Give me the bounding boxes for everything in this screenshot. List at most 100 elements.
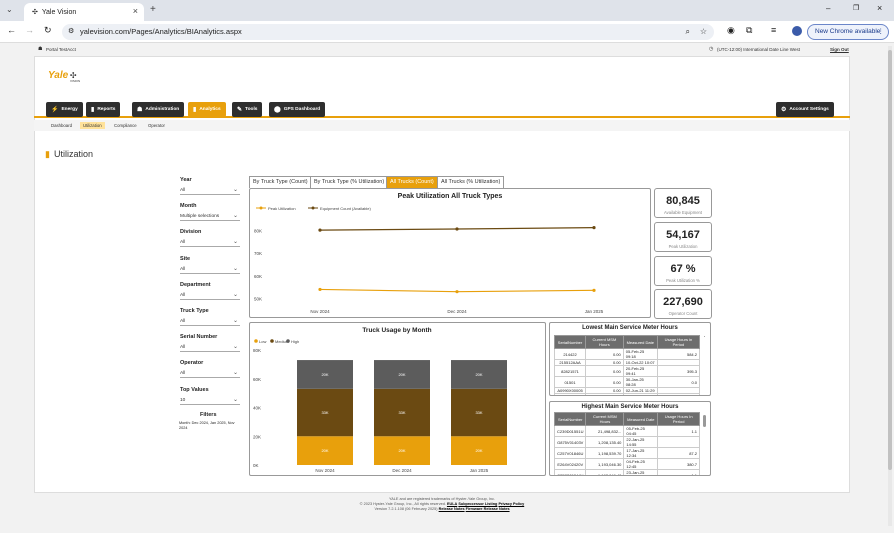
table-cell: C257V01846U [553, 447, 587, 459]
nav-gps-dashboard[interactable]: ⬤ GPS Dashboard [269, 102, 326, 117]
filter-label: Truck Type [180, 308, 209, 314]
chevron-down-icon: ⌄ [232, 396, 238, 403]
tab-list-icon[interactable]: ⌄ [6, 5, 13, 14]
forward-icon[interactable]: → [25, 25, 34, 35]
scroll-handle[interactable]: ⬝ [703, 333, 705, 338]
subprocessor-link[interactable]: Subprocessor Listing [458, 502, 498, 506]
table-row[interactable]: A099V01507U0.0005-Feb-25 09:000.0 [553, 393, 701, 395]
browser-tab-bar: ⌄ ✣ Yale Vision × + – ❐ × [0, 0, 894, 21]
top-strip: ☗ Portal TestAcct ◷ (UTC-12:00) Internat… [34, 46, 850, 55]
kpi-peak-utilization-pct: 67 % Peak Utilization % [654, 256, 712, 286]
back-icon[interactable]: ← [7, 25, 16, 35]
legend-label: Low [259, 339, 266, 344]
table-row[interactable]: E264V02420V 1,193,046.30 04-Feb-25 12:45 38… [553, 458, 700, 470]
page-scrollbar[interactable] [888, 46, 892, 526]
table-cell: E264V02420V [553, 458, 587, 470]
subnav-compliance[interactable]: Compliance [114, 123, 137, 128]
subnav-operator[interactable]: Operator [148, 123, 165, 128]
table-row[interactable]: C239D01551U 21,498,832... 05-Feb-25 04:45 1… [553, 425, 700, 437]
tab-by-truck-type-count[interactable]: By Truck Type (Count) [249, 176, 312, 188]
extension-icon-1[interactable]: ◉ [727, 25, 735, 35]
site-settings-icon[interactable]: ⚙ [68, 28, 75, 35]
filter-dropdown[interactable]: 10 ⌄ [180, 397, 240, 405]
release-notes-link[interactable]: Release Notes [438, 507, 465, 511]
column-header[interactable]: Current MSM Hours [585, 335, 624, 349]
x-tick-label: Dec 2024 [392, 468, 412, 473]
table-cell: 1,193,046.40 [585, 469, 625, 475]
privacy-link[interactable]: Privacy Policy [498, 502, 525, 506]
filter-label: Operator [180, 360, 204, 367]
extensions-puzzle-icon[interactable]: ⧉ [746, 25, 753, 35]
account-settings-button[interactable]: ⚙ Account Settings [776, 102, 834, 117]
url-input[interactable]: ⚙ yalevision.com/Pages/Analytics/BIAnaly… [62, 24, 714, 40]
filter-dropdown[interactable]: All ⌄ [180, 266, 240, 274]
media-icon[interactable]: ≡ [771, 25, 777, 35]
chevron-down-icon: ⌄ [232, 187, 238, 193]
close-window-icon[interactable]: × [877, 3, 883, 13]
reload-icon[interactable]: ↻ [44, 25, 52, 35]
filter-label: Month [180, 203, 197, 210]
kpi-caption: Peak Utilization % [666, 278, 700, 283]
table-row[interactable]: G875V01403V 1,208,135.40 22-Jan-25 14:55 [553, 436, 700, 448]
chevron-down-icon: ⌄ [232, 370, 238, 377]
data-point [455, 290, 459, 294]
table-row[interactable]: C257V01846U 1,198,539.70 17-Jan-25 12:34 87… [553, 447, 700, 459]
new-chrome-available-button[interactable]: New Chrome available ⋮ [807, 24, 889, 40]
filter-dropdown[interactable]: All ⌄ [180, 318, 240, 326]
profile-avatar-icon[interactable] [792, 26, 802, 36]
column-header[interactable]: Measured Date [622, 335, 658, 349]
column-header[interactable]: Usage Hours In Period [657, 412, 700, 426]
column-header[interactable]: SerialNumber [553, 335, 587, 349]
filter-dropdown[interactable]: All ⌄ [180, 187, 240, 195]
nav-analytics[interactable]: ▮ Analytics [188, 102, 226, 117]
timezone-text[interactable]: (UTC-12:00) International Date Line West [717, 47, 800, 52]
column-header[interactable]: Usage Hours in Period [656, 335, 701, 349]
truck-usage-chart: Truck Usage by Month Low Medium High 80K 60K 4… [249, 322, 546, 476]
column-header[interactable]: Measured Date [623, 412, 659, 426]
browser-tab[interactable]: ✣ Yale Vision × [24, 3, 144, 21]
firmware-notes-link[interactable]: Firmware Release Notes [465, 507, 510, 511]
tab-by-truck-type-pct[interactable]: By Truck Type (% Utilization) [310, 176, 389, 188]
yale-logo[interactable]: Yale ✣ VISION [48, 70, 80, 83]
eula-link[interactable]: EULA [446, 502, 458, 506]
table-row[interactable]: 01501 0.00 30-Jan-25 08:28 0.0 [553, 376, 701, 388]
scrollbar[interactable] [703, 415, 706, 427]
subnav-utilization[interactable]: Utilization [80, 122, 105, 129]
table-cell: 0.00 [585, 365, 624, 377]
filter-dropdown[interactable]: All ⌄ [180, 292, 240, 300]
restore-icon[interactable]: ❐ [853, 5, 860, 12]
subnav-dashboard[interactable]: Dashboard [51, 123, 73, 128]
nav-administration[interactable]: ☗ Administration [132, 102, 185, 117]
highest-msm-table-panel: Highest Main Service Meter Hours SerialN… [549, 401, 711, 476]
nav-energy[interactable]: ⚡ Energy [46, 102, 83, 117]
table-cell: 0.00 [585, 393, 624, 395]
zoom-icon[interactable]: ⌕ [685, 27, 690, 36]
kpi-caption: Operator Count [668, 311, 698, 316]
lowest-table-wrap: SerialNumber Current MSM Hours Measured Da… [553, 335, 701, 395]
filter-dropdown[interactable]: All ⌄ [180, 239, 240, 248]
column-header[interactable]: SerialNumber [553, 412, 587, 426]
table-cell: 1.1 [657, 425, 700, 437]
table-cell: 380.7 [657, 458, 700, 470]
x-tick-label: Nov 2024 [310, 309, 330, 314]
filter-value: 10 [180, 397, 186, 403]
nav-tools[interactable]: ✎ Tools [232, 102, 263, 117]
bookmark-star-icon[interactable]: ☆ [699, 27, 707, 36]
filter-dropdown[interactable]: Multiple selections ⌄ [180, 213, 240, 222]
tab-all-trucks-pct[interactable]: All Trucks (% Utilization) [437, 176, 505, 188]
filter-dropdown[interactable]: All ⌄ [180, 344, 240, 353]
bar-segment [451, 360, 507, 389]
filter-dropdown[interactable]: All ⌄ [180, 370, 240, 379]
minimize-icon[interactable]: – [826, 4, 831, 13]
nav-reports[interactable]: ▮ Reports [86, 102, 121, 117]
new-tab-icon[interactable]: + [150, 4, 156, 15]
highest-table-title: Highest Main Service Meter Hours [581, 404, 679, 410]
table-row[interactable]: 82821571 0.00 20-Feb-25 09:41 395.3 [553, 365, 701, 377]
sign-out-link[interactable]: Sign Out [830, 47, 849, 52]
table-row[interactable]: 214422 0.00 05-Feb-25 09:18 584.2 [553, 348, 701, 360]
bar-segment [297, 436, 353, 465]
tab-all-trucks-count[interactable]: All Trucks (Count) [386, 176, 438, 188]
column-header[interactable]: Current MSM Hours [585, 412, 625, 426]
close-tab-icon[interactable]: × [132, 6, 138, 16]
